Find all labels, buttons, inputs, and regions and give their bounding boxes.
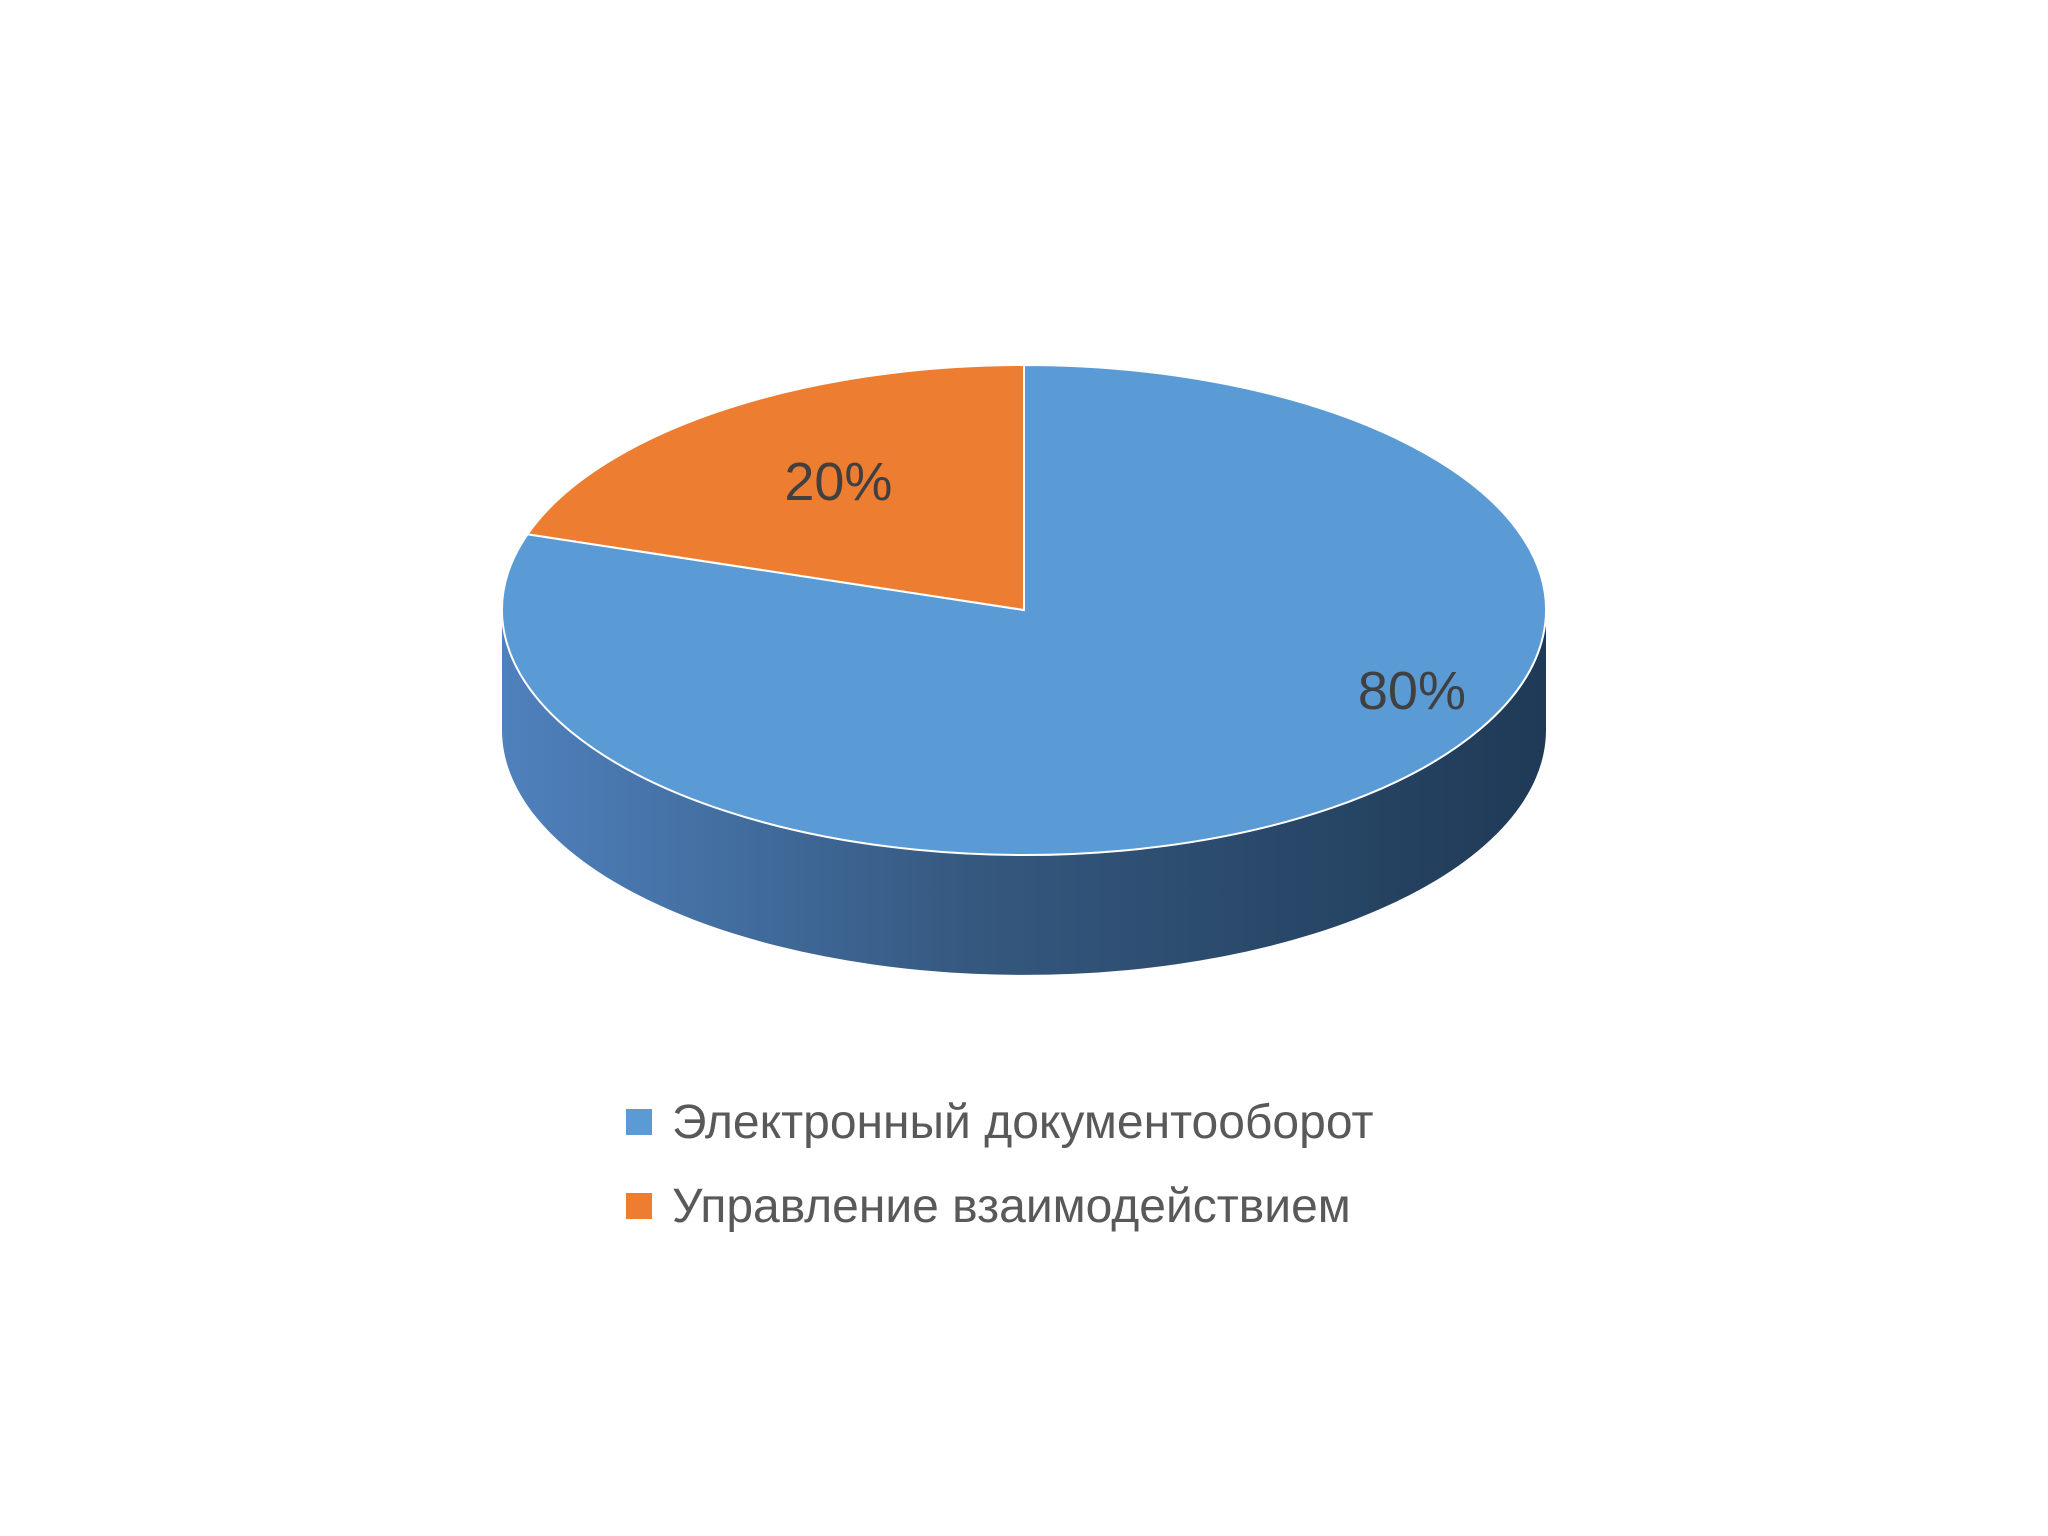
legend: Электронный документооборот Управление в… [626, 1080, 1526, 1248]
legend-item-0: Электронный документооборот [626, 1080, 1526, 1164]
pie-slice-1 [525, 363, 1025, 612]
data-label-0: 80% [1358, 661, 1466, 721]
legend-swatch-1 [626, 1193, 652, 1219]
legend-item-1: Управление взаимодействием [626, 1164, 1526, 1248]
pie-side-wall [502, 610, 1546, 975]
legend-swatch-0 [626, 1109, 652, 1135]
legend-label-0: Электронный документооборот [672, 1095, 1374, 1149]
data-label-1: 20% [784, 452, 892, 512]
legend-label-1: Управление взаимодействием [672, 1179, 1351, 1233]
